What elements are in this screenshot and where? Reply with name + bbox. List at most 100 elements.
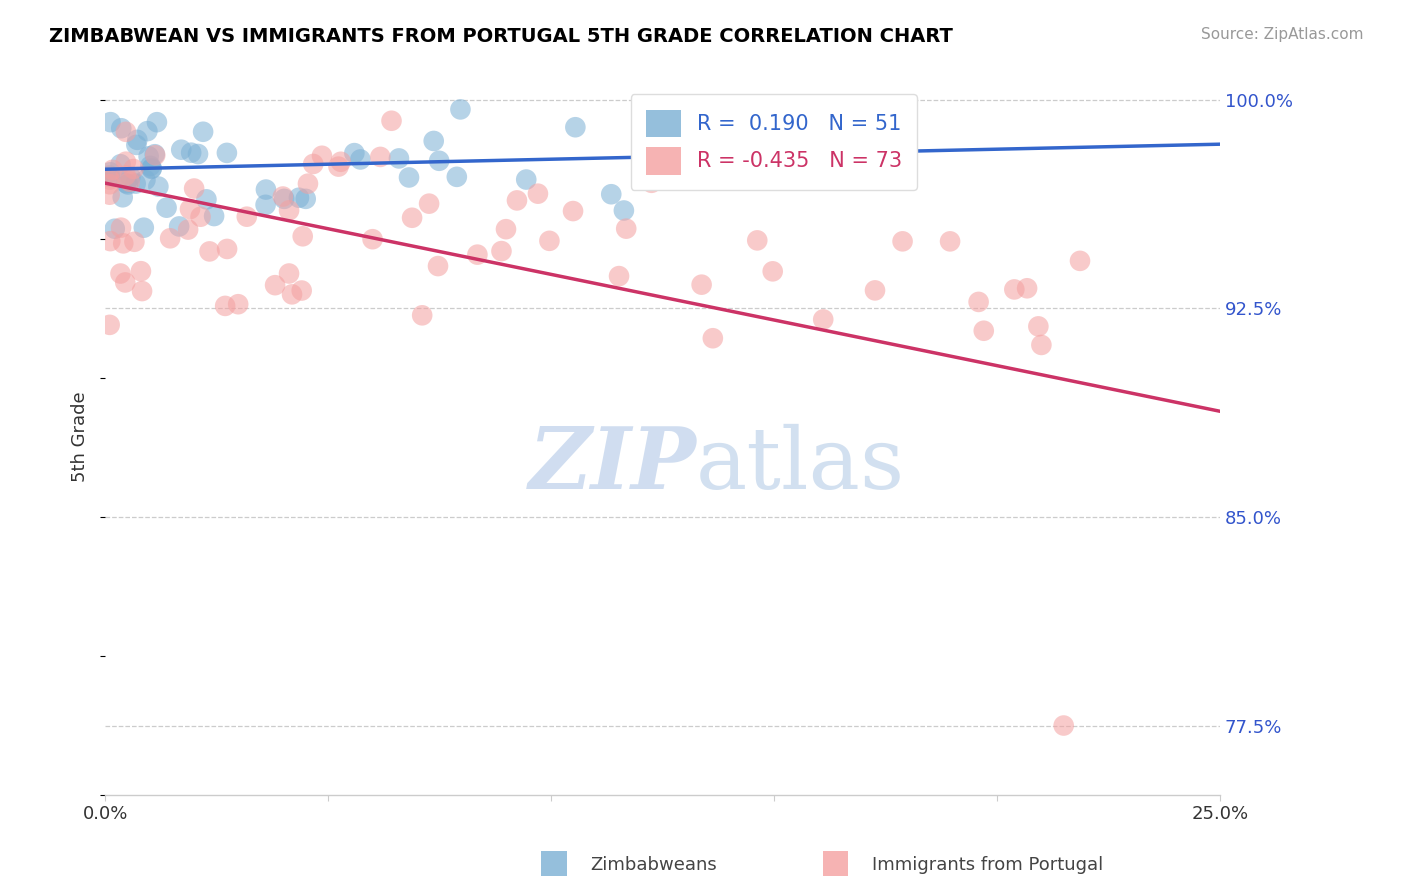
Point (562, 204, 585, 219)
Point (217, 242, 239, 256)
Point (177, 222, 200, 236)
Point (564, 120, 586, 135)
Point (380, 113, 402, 128)
Point (124, 177, 146, 191)
Point (98, 187, 121, 202)
Point (136, 124, 159, 138)
Point (114, 169, 136, 183)
Point (600, 187, 623, 202)
Point (401, 211, 423, 225)
Text: ZIMBABWEAN VS IMMIGRANTS FROM PORTUGAL 5TH GRADE CORRELATION CHART: ZIMBABWEAN VS IMMIGRANTS FROM PORTUGAL 5… (49, 27, 953, 45)
Point (110, 157, 132, 171)
Point (538, 234, 561, 248)
Point (254, 198, 277, 212)
Point (159, 231, 181, 245)
Point (278, 267, 301, 281)
Point (281, 287, 304, 301)
Point (98, 234, 121, 248)
Point (273, 192, 295, 206)
Point (449, 103, 471, 117)
Point (302, 157, 325, 171)
Point (141, 161, 163, 176)
Point (132, 220, 155, 235)
Y-axis label: 5th Grade: 5th Grade (72, 391, 89, 482)
Point (349, 153, 371, 167)
Point (127, 133, 149, 147)
Point (167, 219, 190, 234)
Point (110, 267, 132, 281)
Point (143, 147, 166, 161)
Point (747, 233, 769, 247)
Point (125, 137, 148, 152)
Point (294, 192, 316, 206)
Point (527, 186, 550, 201)
Point (118, 175, 141, 189)
Point (297, 177, 319, 191)
Point (1002, 282, 1025, 296)
Point (98, 169, 121, 183)
Point (131, 284, 153, 298)
Point (98, 178, 121, 192)
Text: ZIP: ZIP (529, 423, 696, 507)
Point (117, 178, 139, 192)
Text: Immigrants from Portugal: Immigrants from Portugal (872, 855, 1102, 873)
Point (495, 222, 517, 236)
Point (202, 209, 225, 223)
Legend: R =  0.190   N = 51, R = -0.435   N = 73: R = 0.190 N = 51, R = -0.435 N = 73 (630, 95, 917, 190)
Point (973, 324, 995, 338)
Point (122, 161, 145, 176)
Point (328, 160, 350, 174)
Point (398, 170, 420, 185)
Point (134, 173, 156, 187)
Point (115, 154, 138, 169)
Point (291, 284, 314, 298)
Point (446, 169, 468, 184)
Point (138, 149, 160, 163)
Point (112, 236, 135, 251)
Point (214, 299, 236, 313)
Point (614, 221, 637, 235)
Point (100, 115, 122, 129)
Point (515, 172, 537, 186)
Point (361, 232, 384, 246)
Point (1017, 281, 1039, 295)
Point (271, 189, 294, 203)
Point (967, 294, 990, 309)
Point (467, 247, 489, 261)
Point (311, 149, 333, 163)
Point (215, 145, 238, 160)
Text: Source: ZipAtlas.com: Source: ZipAtlas.com (1201, 27, 1364, 42)
Point (155, 201, 177, 215)
Point (640, 176, 662, 190)
Point (762, 264, 785, 278)
Point (110, 220, 132, 235)
Point (329, 154, 352, 169)
Point (278, 203, 301, 218)
Point (891, 235, 914, 249)
Point (111, 190, 134, 204)
Point (98, 169, 121, 184)
Point (1053, 718, 1076, 732)
Point (101, 162, 124, 177)
Point (114, 276, 136, 290)
Point (104, 221, 127, 235)
Point (191, 125, 214, 139)
Point (427, 259, 450, 273)
Point (148, 179, 170, 194)
Point (491, 244, 513, 258)
Text: Zimbabweans: Zimbabweans (591, 855, 717, 873)
Point (1069, 253, 1091, 268)
Point (124, 235, 146, 249)
Point (115, 176, 138, 190)
Point (254, 183, 277, 197)
Point (702, 331, 724, 345)
Point (709, 130, 731, 145)
Point (288, 191, 311, 205)
Point (187, 147, 209, 161)
Point (190, 210, 212, 224)
Point (427, 153, 450, 168)
Point (98, 165, 121, 179)
Point (236, 210, 259, 224)
Point (422, 134, 444, 148)
Point (863, 284, 886, 298)
